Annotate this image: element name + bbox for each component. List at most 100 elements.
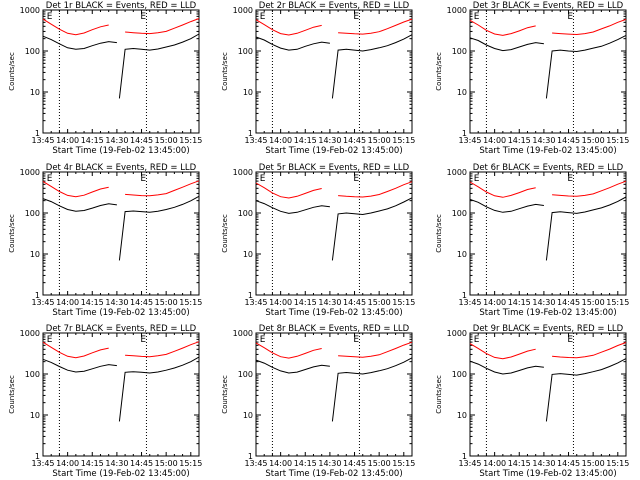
- x-tick-label: 14:30: [318, 136, 341, 145]
- chart-title: Det 4r BLACK = Events, RED = LLD: [46, 163, 197, 173]
- x-tick-label: 14:30: [532, 136, 555, 145]
- plot-frame: [42, 9, 200, 134]
- event-marker: E: [260, 12, 266, 22]
- y-tick-label: 100: [452, 370, 467, 379]
- x-tick-label: 15:15: [606, 459, 629, 468]
- y-tick-label: 10: [243, 411, 253, 420]
- y-tick-label: 1000: [447, 6, 467, 15]
- y-tick-label: 1: [462, 452, 467, 461]
- event-marker: E: [567, 335, 573, 345]
- x-tick-label: 15:15: [606, 136, 629, 145]
- event-marker: E: [353, 174, 359, 184]
- x-tick-label: 14:00: [56, 136, 79, 145]
- x-axis-label: Start Time (19-Feb-02 13:45:00): [479, 146, 616, 156]
- y-tick-label: 1: [248, 291, 253, 300]
- chart-title: Det 6r BLACK = Events, RED = LLD: [473, 163, 624, 173]
- x-tick-label: 13:45: [458, 298, 481, 307]
- event-marker: E: [567, 174, 573, 184]
- plot-frame: [42, 332, 200, 457]
- event-marker: E: [260, 335, 266, 345]
- x-axis-label: Start Time (19-Feb-02 13:45:00): [52, 469, 189, 479]
- x-tick-label: 15:15: [179, 298, 202, 307]
- events-series-line: [42, 33, 200, 99]
- lld-series-line: [255, 341, 413, 359]
- x-tick-label: 15:00: [155, 459, 178, 468]
- y-tick-label: 1: [248, 452, 253, 461]
- event-marker: E: [474, 12, 480, 22]
- y-tick-label: 1000: [20, 6, 40, 15]
- x-tick-label: 13:45: [458, 459, 481, 468]
- y-tick-label: 100: [238, 47, 253, 56]
- plot-frame: [469, 9, 627, 134]
- plot-frame: [255, 171, 413, 296]
- plot-frame: [255, 332, 413, 457]
- y-axis-label: Counts/sec: [435, 375, 443, 414]
- x-tick-label: 15:15: [606, 298, 629, 307]
- x-tick-label: 14:00: [483, 298, 506, 307]
- y-tick-label: 100: [238, 209, 253, 218]
- events-series-line: [42, 356, 200, 422]
- lld-series-line: [469, 342, 627, 360]
- x-tick-label: 14:45: [130, 298, 153, 307]
- y-axis-label: Counts/sec: [8, 52, 16, 91]
- x-tick-label: 15:00: [582, 298, 605, 307]
- event-marker: E: [474, 335, 480, 345]
- y-tick-label: 10: [457, 250, 467, 259]
- y-tick-label: 1000: [20, 329, 40, 338]
- x-tick-label: 15:00: [582, 459, 605, 468]
- event-marker: E: [140, 174, 146, 184]
- x-tick-label: 14:15: [81, 459, 104, 468]
- x-tick-label: 14:30: [105, 136, 128, 145]
- x-tick-label: 15:00: [582, 136, 605, 145]
- x-tick-label: 14:15: [81, 298, 104, 307]
- x-tick-label: 15:00: [155, 136, 178, 145]
- x-tick-label: 15:00: [368, 459, 391, 468]
- events-series-line: [255, 34, 413, 99]
- chart-title: Det 5r BLACK = Events, RED = LLD: [259, 163, 410, 173]
- plot-frame: [255, 9, 413, 134]
- y-tick-label: 1: [35, 129, 40, 138]
- x-tick-label: 14:00: [269, 298, 292, 307]
- y-tick-label: 10: [30, 250, 40, 259]
- chart-title: Det 1r BLACK = Events, RED = LLD: [46, 1, 197, 11]
- y-tick-label: 10: [243, 88, 253, 97]
- x-tick-label: 14:30: [318, 459, 341, 468]
- chart-title: Det 9r BLACK = Events, RED = LLD: [473, 324, 624, 334]
- x-tick-label: 14:00: [56, 459, 79, 468]
- x-axis-label: Start Time (19-Feb-02 13:45:00): [265, 469, 402, 479]
- event-marker: E: [353, 12, 359, 22]
- x-tick-label: 14:00: [269, 459, 292, 468]
- events-series-line: [469, 34, 627, 99]
- lld-series-line: [469, 180, 627, 198]
- y-tick-label: 100: [25, 47, 40, 56]
- x-axis-label: Start Time (19-Feb-02 13:45:00): [479, 469, 616, 479]
- x-tick-label: 14:30: [105, 459, 128, 468]
- y-tick-label: 1000: [447, 168, 467, 177]
- chart-title: Det 2r BLACK = Events, RED = LLD: [259, 1, 410, 11]
- x-tick-label: 15:15: [392, 459, 415, 468]
- x-tick-label: 15:15: [179, 136, 202, 145]
- event-marker: E: [47, 335, 53, 345]
- y-tick-label: 100: [452, 209, 467, 218]
- x-tick-label: 14:15: [294, 459, 317, 468]
- y-tick-label: 10: [457, 411, 467, 420]
- lld-series-line: [42, 18, 200, 36]
- x-tick-label: 14:15: [81, 136, 104, 145]
- plot-frame: [42, 171, 200, 296]
- event-marker: E: [47, 174, 53, 184]
- x-tick-label: 14:30: [105, 298, 128, 307]
- x-axis-label: Start Time (19-Feb-02 13:45:00): [52, 308, 189, 318]
- y-tick-label: 100: [25, 209, 40, 218]
- x-tick-label: 14:45: [557, 298, 580, 307]
- x-tick-label: 14:00: [56, 298, 79, 307]
- y-axis-label: Counts/sec: [221, 214, 229, 253]
- x-tick-label: 14:45: [130, 459, 153, 468]
- x-axis-label: Start Time (19-Feb-02 13:45:00): [265, 146, 402, 156]
- y-tick-label: 1000: [20, 168, 40, 177]
- y-tick-label: 1000: [447, 329, 467, 338]
- x-tick-label: 15:15: [179, 459, 202, 468]
